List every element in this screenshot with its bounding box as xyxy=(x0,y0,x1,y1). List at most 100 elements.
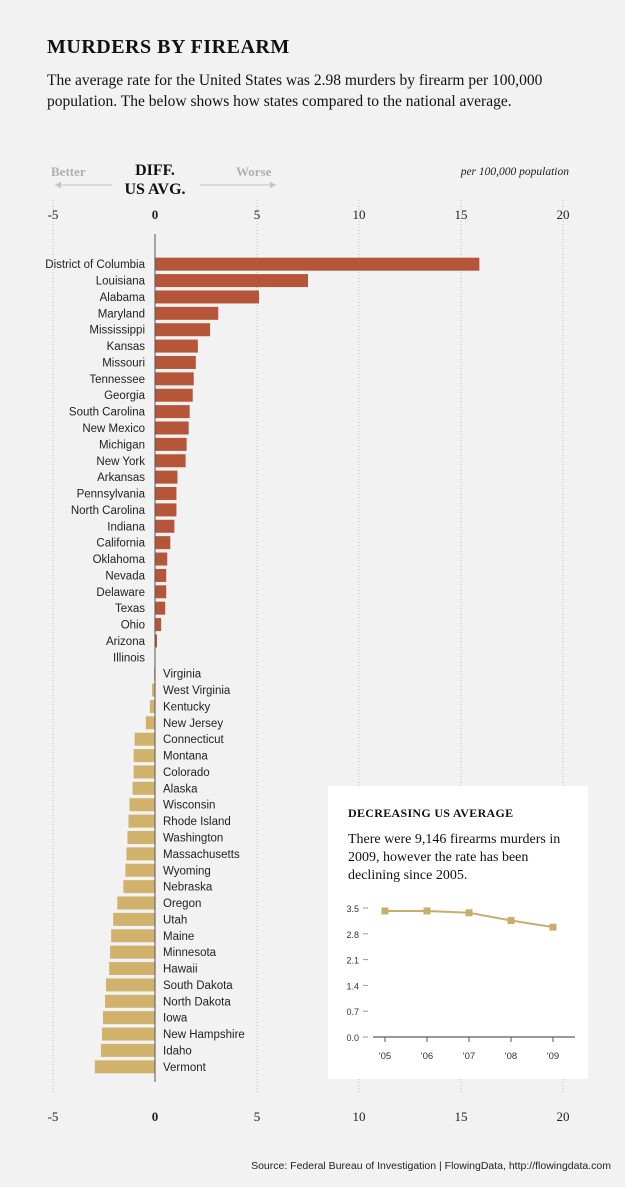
unit-label: per 100,000 population xyxy=(460,166,570,178)
bar xyxy=(127,830,155,844)
state-label: Delaware xyxy=(96,587,145,599)
state-label: Texas xyxy=(115,603,145,615)
state-label: Oklahoma xyxy=(93,554,146,566)
diff-label: DIFF. xyxy=(135,162,175,179)
data-point xyxy=(549,923,557,931)
state-label: Kentucky xyxy=(163,701,211,713)
state-label: Wyoming xyxy=(163,865,211,877)
y-tick-label: 2.1 xyxy=(346,956,359,966)
bar xyxy=(155,470,178,484)
state-label: Hawaii xyxy=(163,964,198,976)
x-tick-label: '09 xyxy=(547,1051,559,1062)
state-label: New Jersey xyxy=(163,718,223,730)
x-tick-label-bottom: 0 xyxy=(152,1109,159,1124)
state-label: California xyxy=(96,538,145,550)
bar xyxy=(155,306,219,320)
bar xyxy=(155,568,167,582)
data-point xyxy=(465,909,473,917)
bar xyxy=(105,994,155,1008)
y-tick-label: 1.4 xyxy=(346,981,359,991)
x-tick-label: '05 xyxy=(379,1051,391,1062)
x-tick-label: '08 xyxy=(505,1051,517,1062)
bar xyxy=(151,683,155,697)
bar xyxy=(125,863,155,877)
bar xyxy=(109,962,155,976)
bar xyxy=(149,699,155,713)
state-label: North Carolina xyxy=(71,505,146,517)
state-label: Illinois xyxy=(113,652,145,664)
x-tick-label-bottom: 10 xyxy=(353,1109,366,1124)
bar xyxy=(145,716,155,730)
bar xyxy=(155,634,158,648)
state-label: Nevada xyxy=(105,570,145,582)
bar xyxy=(155,618,162,632)
x-tick-label-top: 15 xyxy=(455,207,468,222)
state-label: New Mexico xyxy=(82,423,145,435)
y-tick-label: 3.5 xyxy=(346,904,359,914)
x-tick-label-bottom: 5 xyxy=(254,1109,261,1124)
bar xyxy=(133,749,155,763)
state-label: Washington xyxy=(163,832,223,844)
worse-label: Worse xyxy=(236,164,272,179)
bar xyxy=(155,552,168,566)
bar xyxy=(155,536,171,550)
bar xyxy=(117,896,155,910)
state-label: Maryland xyxy=(98,308,145,320)
x-tick-label-bottom: -5 xyxy=(48,1109,59,1124)
bar xyxy=(155,323,211,337)
state-label: New York xyxy=(96,456,145,468)
us-avg-label: US AVG. xyxy=(124,181,185,198)
state-label: New Hampshire xyxy=(163,1029,245,1041)
state-label: Wisconsin xyxy=(163,800,215,812)
state-label: Maine xyxy=(163,931,194,943)
bar xyxy=(101,1027,155,1041)
bar xyxy=(102,1011,155,1025)
bar xyxy=(126,847,155,861)
bar xyxy=(155,290,260,304)
bar xyxy=(155,503,177,517)
worse-arrow-head xyxy=(270,181,276,189)
state-label: Mississippi xyxy=(89,325,145,337)
source-note: Source: Federal Bureau of Investigation … xyxy=(251,1160,611,1172)
better-arrow-head xyxy=(55,181,61,189)
state-label: Oregon xyxy=(163,898,201,910)
bar xyxy=(133,765,155,779)
x-tick-label-top: 20 xyxy=(557,207,570,222)
us-average-inset: 0.0 0.7 1.4 2.1 2.8 3.5 '05 '06 '07 '08 '09 DECREA… xyxy=(328,786,588,1079)
bar xyxy=(155,519,175,533)
bar xyxy=(129,798,155,812)
x-tick-label: '06 xyxy=(421,1051,433,1062)
state-label: Ohio xyxy=(121,620,145,632)
bar xyxy=(155,274,308,288)
bar xyxy=(100,1043,155,1057)
state-label: Alaska xyxy=(163,783,198,795)
state-label: Alabama xyxy=(100,292,146,304)
us-average-line-chart: 0.0 0.7 1.4 2.1 2.8 3.5 '05 '06 '07 '08 '09 xyxy=(346,904,575,1062)
bar xyxy=(155,388,193,402)
bar xyxy=(128,814,155,828)
bar xyxy=(155,421,189,435)
state-label: Minnesota xyxy=(163,947,217,959)
state-label: Montana xyxy=(163,751,208,763)
state-label: Arkansas xyxy=(97,472,145,484)
x-tick-label-bottom: 15 xyxy=(455,1109,468,1124)
y-tick-label: 0.7 xyxy=(346,1007,359,1017)
state-label: Pennsylvania xyxy=(77,489,146,501)
bar xyxy=(111,929,155,943)
bar xyxy=(132,781,155,795)
state-label: Kansas xyxy=(107,341,146,353)
state-label: Iowa xyxy=(163,1013,188,1025)
better-label: Better xyxy=(51,164,86,179)
state-label: Tennessee xyxy=(89,374,145,386)
state-label: Virginia xyxy=(163,669,202,681)
state-label: Arizona xyxy=(106,636,146,648)
x-tick-label-top: -5 xyxy=(48,207,59,222)
bar xyxy=(110,945,155,959)
state-label: Nebraska xyxy=(163,882,213,894)
state-label: Indiana xyxy=(107,521,145,533)
data-point xyxy=(381,907,389,915)
page-subtitle: The average rate for the United States w… xyxy=(47,72,543,110)
state-label: Louisiana xyxy=(96,276,146,288)
x-tick-label-top: 10 xyxy=(353,207,366,222)
inset-text: There were 9,146 firearms murders in 200… xyxy=(348,832,561,883)
